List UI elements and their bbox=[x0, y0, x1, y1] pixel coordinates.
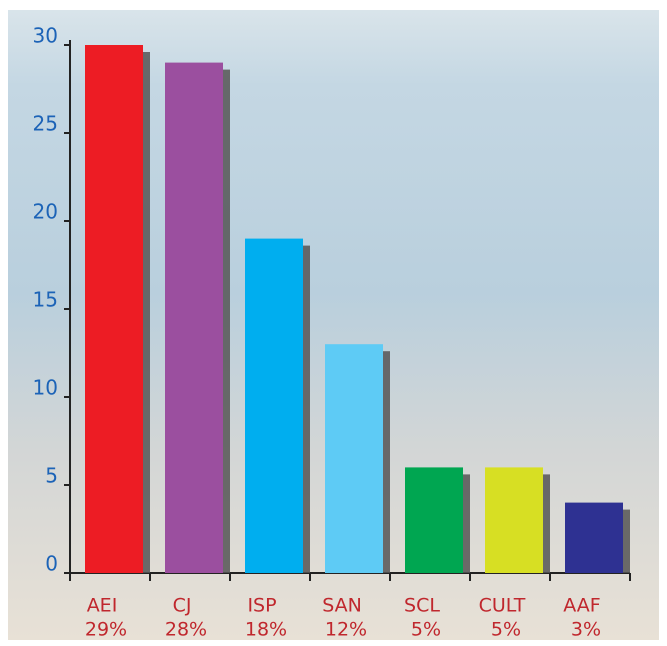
bar bbox=[165, 62, 223, 573]
y-tick-label: 0 bbox=[45, 552, 58, 576]
x-tick-label: SCL bbox=[404, 595, 440, 617]
share-label: 3% bbox=[571, 619, 601, 641]
share-label: 28% bbox=[165, 619, 207, 641]
y-tick-label: 10 bbox=[33, 376, 58, 400]
x-tick-label: AAF bbox=[563, 595, 600, 617]
share-label: 18% bbox=[245, 619, 287, 641]
y-tick-label: 20 bbox=[33, 200, 58, 224]
y-tick-label: 25 bbox=[33, 112, 58, 136]
y-tick-label: 30 bbox=[33, 24, 58, 48]
bar bbox=[405, 467, 463, 573]
bar bbox=[85, 45, 143, 573]
share-label: 5% bbox=[411, 619, 441, 641]
bar bbox=[245, 238, 303, 573]
x-tick-label: CULT bbox=[479, 595, 526, 617]
bar bbox=[485, 467, 543, 573]
bar bbox=[325, 344, 383, 573]
x-tick-label: SAN bbox=[322, 595, 362, 617]
share-label: 29% bbox=[85, 619, 127, 641]
share-label: 12% bbox=[325, 619, 367, 641]
x-tick-label: CJ bbox=[173, 595, 192, 617]
y-tick-label: 15 bbox=[33, 288, 58, 312]
bar bbox=[565, 502, 623, 573]
share-label: 5% bbox=[491, 619, 521, 641]
y-tick-label: 5 bbox=[45, 464, 58, 488]
x-tick-label: AEI bbox=[87, 595, 118, 617]
x-tick-label: ISP bbox=[247, 595, 276, 617]
